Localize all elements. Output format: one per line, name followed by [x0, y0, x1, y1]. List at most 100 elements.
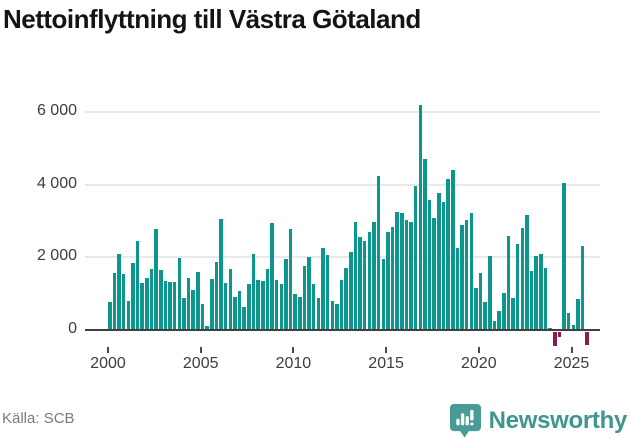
- bar: [553, 332, 557, 346]
- bar: [177, 258, 182, 330]
- bar: [205, 326, 209, 330]
- bar: [423, 159, 427, 330]
- bar: [446, 179, 450, 330]
- bar: [520, 228, 525, 330]
- newsworthy-badge-icon: [449, 403, 481, 438]
- bar: [321, 248, 325, 330]
- bar: [219, 218, 223, 330]
- bar: [413, 186, 418, 330]
- bar: [349, 252, 353, 330]
- bar: [233, 296, 237, 330]
- bar: [186, 278, 191, 330]
- bar: [131, 263, 135, 330]
- bar: [140, 283, 144, 330]
- bar: [284, 258, 288, 330]
- bar: [539, 253, 543, 330]
- bar: [330, 301, 335, 330]
- bar: [562, 182, 566, 330]
- bar: [469, 213, 474, 330]
- bar: [358, 236, 362, 330]
- bar: [376, 175, 381, 330]
- bar: [302, 266, 307, 330]
- bar: [515, 244, 520, 330]
- bar: [237, 290, 242, 330]
- bar: [395, 211, 399, 330]
- x-tick: [199, 347, 202, 353]
- bar: [191, 290, 195, 330]
- bar: [571, 324, 576, 330]
- bar: [223, 282, 228, 330]
- newsworthy-wordmark: Newsworthy: [488, 406, 628, 434]
- bar: [566, 312, 571, 330]
- bar: [168, 281, 172, 330]
- x-tick-label: 2005: [182, 355, 219, 372]
- bar: [242, 306, 246, 330]
- bar: [353, 221, 358, 330]
- bar: [145, 278, 149, 330]
- bar: [488, 255, 492, 330]
- gridline: [85, 183, 600, 186]
- bar: [261, 280, 265, 330]
- x-tick: [292, 347, 295, 353]
- x-tick: [570, 347, 573, 353]
- bar: [293, 294, 297, 330]
- bar: [451, 170, 455, 330]
- bar: [386, 231, 390, 330]
- bar: [279, 284, 284, 330]
- source-label: Källa: SCB: [2, 410, 75, 427]
- bar: [163, 281, 168, 330]
- bar: [196, 272, 200, 330]
- x-tick-label: 2015: [368, 355, 404, 372]
- bar: [298, 297, 302, 330]
- y-tick-label: 0: [68, 320, 77, 337]
- bar: [427, 200, 432, 330]
- bar: [274, 279, 279, 330]
- bar: [108, 302, 112, 330]
- bar: [478, 272, 483, 330]
- x-tick: [107, 347, 109, 353]
- gridline: [85, 256, 600, 259]
- bar: [335, 304, 339, 330]
- bar: [247, 284, 251, 330]
- bar: [474, 287, 478, 330]
- bar: [409, 221, 413, 330]
- bar: [367, 231, 372, 330]
- bar: [497, 310, 501, 330]
- bar: [437, 192, 441, 330]
- gridline: [85, 110, 600, 113]
- y-tick-label: 4 000: [36, 174, 77, 192]
- bar: [506, 235, 511, 330]
- x-tick-label: 2025: [553, 355, 590, 372]
- bar: [400, 213, 404, 330]
- bar: [483, 302, 487, 330]
- bar: [182, 297, 186, 330]
- bar: [460, 224, 464, 330]
- bar: [325, 254, 330, 330]
- x-tick: [477, 347, 480, 353]
- bar: [381, 258, 386, 330]
- bar: [135, 240, 140, 330]
- bar: [525, 215, 529, 330]
- newsworthy-logo[interactable]: Newsworthy: [449, 403, 628, 438]
- bar: [270, 223, 274, 330]
- bar: [372, 221, 376, 330]
- bar: [200, 304, 205, 330]
- bar: [311, 283, 316, 330]
- bar: [432, 218, 436, 330]
- bar: [543, 268, 548, 330]
- chart-title: Nettoinflyttning till Västra Götaland: [3, 4, 421, 34]
- bar: [502, 292, 506, 330]
- bar: [534, 255, 538, 330]
- bar: [265, 268, 270, 330]
- bar: [126, 301, 131, 330]
- x-tick-label: 2000: [90, 355, 126, 372]
- bar: [455, 248, 460, 330]
- bar: [288, 228, 293, 330]
- bar: [210, 279, 214, 330]
- bar: [529, 270, 534, 330]
- bar: [214, 262, 219, 330]
- bar: [339, 279, 344, 330]
- bar: [117, 254, 121, 330]
